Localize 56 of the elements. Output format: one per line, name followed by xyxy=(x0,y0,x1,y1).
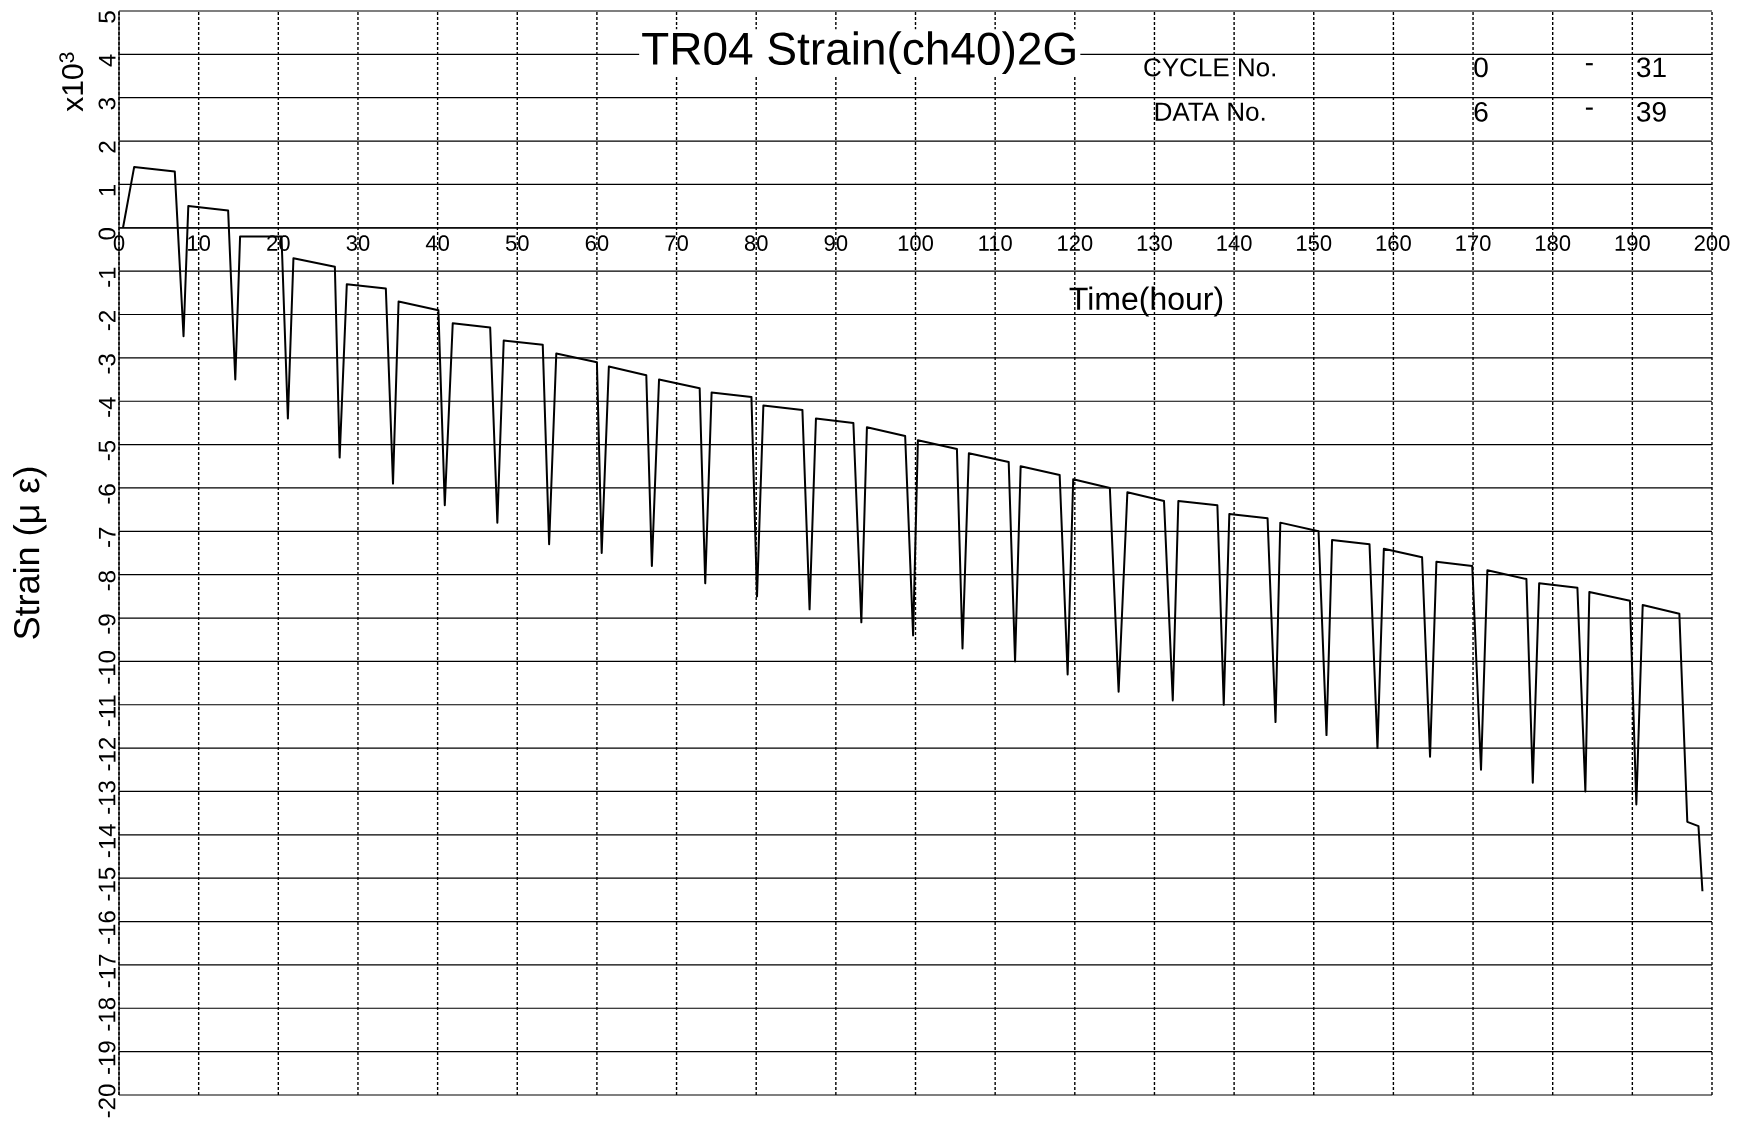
annotation: 0 xyxy=(1474,57,1488,78)
x-tick-label: 150 xyxy=(1297,235,1332,251)
y-tick-label: 3 xyxy=(98,98,116,110)
x-tick-label: 110 xyxy=(979,235,1012,251)
x-tick-label: 140 xyxy=(1217,235,1252,251)
y-tick-label: -12 xyxy=(98,737,116,771)
y-tick-label: -7 xyxy=(98,527,116,547)
y-tick-label: -18 xyxy=(98,997,116,1031)
x-tick-label: 40 xyxy=(425,235,449,251)
y-tick-label: -15 xyxy=(98,867,116,901)
y-tick-label: 2 xyxy=(98,141,116,153)
x-tick-label: 50 xyxy=(505,235,529,251)
chart-title: TR04 Strain(ch40)2G xyxy=(642,31,1075,75)
annotation: - xyxy=(1585,63,1593,66)
y-tick-label: -20 xyxy=(98,1084,116,1118)
x-tick-label: 170 xyxy=(1456,235,1491,251)
y-tick-label: -17 xyxy=(98,954,116,988)
y-tick-label: -2 xyxy=(98,311,116,331)
y-tick-label: -9 xyxy=(98,614,116,634)
x-tick-label: 90 xyxy=(824,235,848,251)
x-tick-label: 80 xyxy=(744,235,768,251)
x-tick-label: 200 xyxy=(1694,235,1730,251)
annotation: DATA No. xyxy=(1155,102,1265,121)
x-tick-label: 120 xyxy=(1058,235,1093,251)
y-tick-label: 1 xyxy=(98,184,116,196)
y-tick-label: -6 xyxy=(98,484,116,504)
x-axis-title: Time(hour) xyxy=(1069,286,1223,317)
x-tick-label: 10 xyxy=(188,235,211,251)
y-tick-label: -19 xyxy=(98,1041,116,1074)
y-tick-label: -16 xyxy=(98,911,116,944)
x-tick-label: 30 xyxy=(346,235,370,251)
y-tick-label: 5 xyxy=(98,11,116,23)
y-tick-label: -5 xyxy=(98,440,116,461)
x-tick-label: 190 xyxy=(1615,235,1650,251)
x-tick-label: 70 xyxy=(665,235,688,251)
y-tick-label: -8 xyxy=(98,571,116,591)
y-tick-label: -13 xyxy=(98,781,116,814)
annotation: 39 xyxy=(1636,101,1666,122)
y-tick-label: -3 xyxy=(98,354,116,374)
x-tick-label: 100 xyxy=(898,235,933,251)
text: x10$^{3}$ xyxy=(59,52,84,112)
y-tick-label: -4 xyxy=(98,397,116,417)
x-tick-label: 160 xyxy=(1376,235,1411,251)
x-tick-label: 60 xyxy=(585,235,609,251)
y-tick-label: -14 xyxy=(98,824,116,858)
y-tick-label: -1 xyxy=(98,267,116,287)
y-tick-label: -11 xyxy=(98,695,116,727)
annotation: 6 xyxy=(1474,101,1488,122)
annotation: 31 xyxy=(1636,57,1666,78)
y-axis-title: Strain (μ ε) xyxy=(13,467,47,639)
annotation: CYCLE No. xyxy=(1144,58,1275,77)
x-tick-label: 130 xyxy=(1137,235,1172,251)
annotation: - xyxy=(1585,107,1593,110)
x-tick-label: 180 xyxy=(1536,235,1571,251)
y-tick-label: 4 xyxy=(98,54,116,67)
y-tick-label: -10 xyxy=(98,650,116,684)
